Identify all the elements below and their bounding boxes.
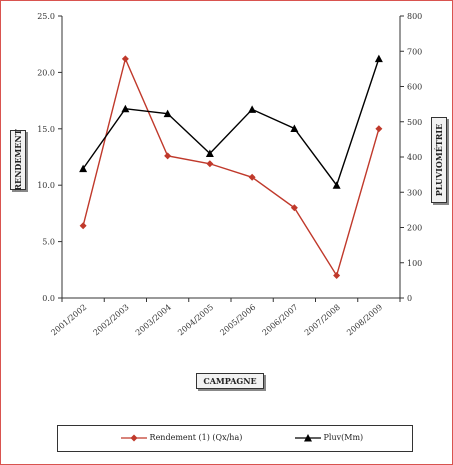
x-tick-label: 2004/2005	[176, 303, 215, 338]
data-point-rendement	[79, 222, 87, 230]
y2-tick-label: 600	[407, 83, 422, 92]
data-point-rendement	[248, 173, 256, 181]
x-axis-title: CAMPAGNE	[196, 373, 264, 389]
data-point-rendement	[164, 152, 172, 160]
data-point-pluv	[248, 105, 257, 113]
data-point-pluv	[121, 104, 130, 113]
legend-marker-triangle	[295, 434, 321, 442]
y-axis-title-text: RENDEMENT	[13, 129, 23, 191]
y2-axis-title-text: PLUVIOMÉTRIE	[434, 123, 444, 197]
y2-axis-title: PLUVIOMÉTRIE	[431, 117, 447, 203]
legend-item-rendement: Rendement (1) (Qx/ha)	[121, 431, 242, 445]
legend-label-rendement: Rendement (1) (Qx/ha)	[149, 433, 243, 442]
x-tick-label: 2006/2007	[261, 303, 300, 338]
x-tick-label: 2002/2003	[92, 303, 131, 338]
data-point-pluv	[163, 109, 172, 118]
data-point-pluv	[332, 181, 341, 189]
y2-tick-label: 300	[407, 188, 422, 197]
data-point-pluv	[79, 164, 88, 173]
y-tick-label: 10.0	[37, 181, 55, 190]
y-tick-label: 25.0	[37, 12, 55, 21]
series-line-0	[82, 56, 380, 278]
data-point-pluv	[205, 149, 214, 157]
series-line-1	[82, 58, 380, 187]
data-point-rendement	[375, 125, 383, 133]
y2-tick-label: 400	[407, 153, 422, 162]
y-tick-label: 5.0	[42, 238, 55, 247]
legend-label-pluv: Pluv(Mm)	[323, 433, 364, 442]
x-tick-label: 2005/2006	[218, 303, 257, 338]
data-point-rendement	[290, 204, 298, 212]
y-axis-title: RENDEMENT	[10, 129, 26, 191]
x-axis-title-text: CAMPAGNE	[203, 376, 257, 386]
data-point-rendement	[333, 271, 341, 279]
y2-tick-label: 100	[407, 259, 422, 268]
data-point-rendement	[206, 160, 214, 168]
series-layer	[79, 54, 383, 279]
x-tick-label: 2003/2004	[134, 303, 173, 338]
data-point-pluv	[374, 54, 383, 63]
data-point-pluv	[290, 124, 299, 132]
chart-legend: Rendement (1) (Qx/ha) Pluv(Mm)	[57, 425, 413, 452]
legend-item-pluv: Pluv(Mm)	[295, 431, 363, 445]
x-tick-label: 2001/2002	[49, 303, 88, 338]
y2-tick-label: 0	[407, 294, 412, 303]
y2-tick-label: 200	[407, 224, 422, 233]
legend-marker-diamond	[121, 434, 147, 442]
y2-tick-label: 800	[407, 12, 422, 21]
y-tick-label: 15.0	[37, 125, 55, 134]
y2-tick-label: 700	[407, 47, 422, 56]
x-tick-label: 2008/2009	[345, 303, 384, 338]
y-tick-label: 20.0	[37, 68, 55, 77]
chart-axes: 0.0 5.0 10.0 15.0 20.0 25.0 0 100 200 300 400 500 60…	[37, 12, 422, 337]
y2-tick-label: 500	[407, 118, 422, 127]
y-tick-label: 0.0	[42, 294, 55, 303]
x-tick-label: 2007/2008	[303, 303, 342, 338]
data-point-rendement	[121, 55, 129, 63]
